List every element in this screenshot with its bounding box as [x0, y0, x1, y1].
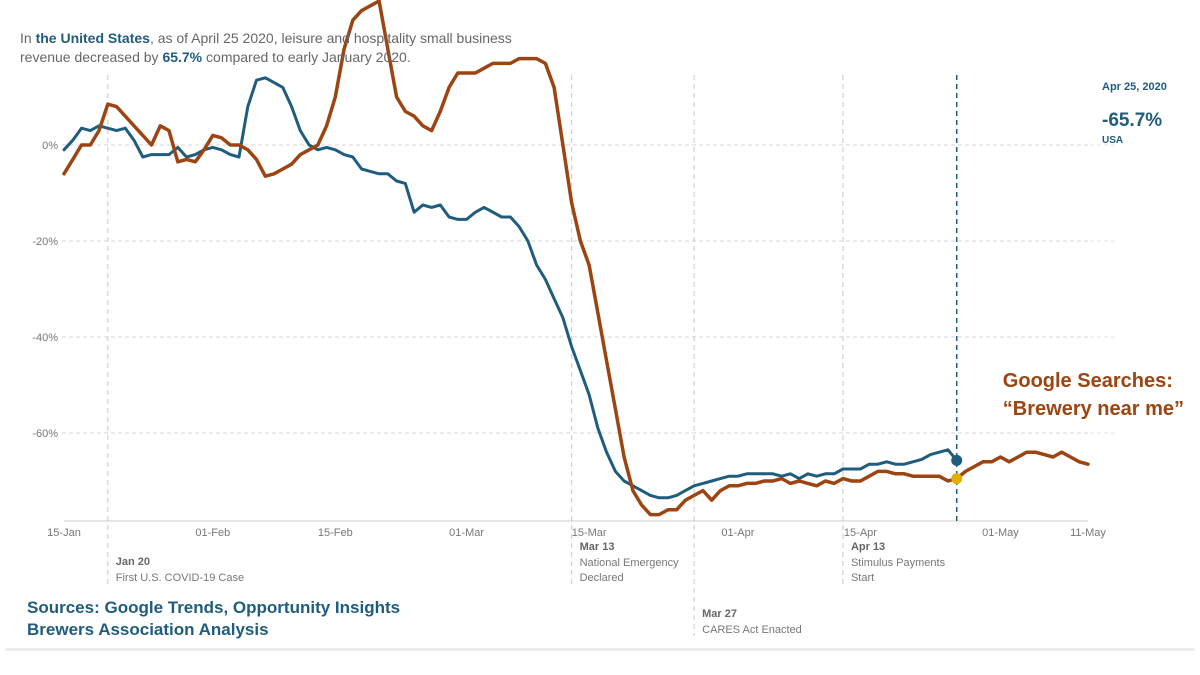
headline-place: the United States — [35, 30, 150, 46]
sources-line2: Brewers Association Analysis — [27, 620, 269, 639]
event-label-line: Start — [851, 572, 874, 584]
sources-note: Sources: Google Trends, Opportunity Insi… — [27, 597, 400, 641]
x-tick-label: 01-May — [982, 527, 1019, 539]
event-date-label: Mar 13 — [580, 541, 615, 553]
event-label: First U.S. COVID-19 Case — [116, 572, 244, 584]
searches-marker-dot — [951, 473, 963, 485]
event-date-label: Jan 20 — [116, 556, 150, 568]
event-date-label: Apr 13 — [851, 541, 885, 553]
series-line-revenue — [62, 76, 959, 500]
y-tick-label: -60% — [32, 428, 58, 440]
x-tick-label: 15-Mar — [572, 527, 607, 539]
google-label-line1: Google Searches: — [1002, 370, 1173, 392]
headline-line2-prefix: revenue decreased by — [20, 49, 163, 65]
google-label-line2: “Brewery near me” — [1002, 398, 1184, 420]
y-tick-label: -20% — [32, 236, 58, 248]
bottom-divider — [5, 648, 1195, 651]
revenue-endpoint-dot — [951, 454, 963, 466]
y-tick-label: -40% — [32, 332, 58, 344]
x-tick-label: 15-Apr — [844, 527, 877, 539]
chart-headline: In the United States, as of April 25 202… — [20, 29, 620, 67]
current-region-label: USA — [1102, 135, 1123, 146]
event-label-line: Stimulus Payments — [851, 557, 946, 569]
event-label-line: National Emergency — [580, 557, 680, 569]
event-label: CARES Act Enacted — [702, 624, 802, 636]
event-date-label: Mar 27 — [702, 608, 737, 620]
headline-mid: , as of April 25 2020, leisure and hospi… — [149, 30, 512, 46]
event-label-line: Declared — [580, 572, 624, 584]
current-date-label: Apr 25, 2020 — [1102, 81, 1167, 93]
x-tick-label: 01-Mar — [449, 527, 484, 539]
sources-line1: Sources: Google Trends, Opportunity Insi… — [27, 598, 401, 617]
headline-prefix: In — [20, 30, 36, 46]
x-tick-label: 01-Feb — [195, 527, 230, 539]
x-tick-label: 01-Apr — [721, 527, 754, 539]
current-value-label: -65.7% — [1102, 110, 1162, 131]
google-searches-label: Google Searches: “Brewery near me” — [1003, 367, 1184, 423]
headline-pct: 65.7% — [162, 49, 203, 65]
x-tick-label: 15-Jan — [47, 527, 81, 539]
headline-suffix: compared to early January 2020. — [202, 49, 411, 65]
x-tick-label: 15-Feb — [318, 527, 353, 539]
y-tick-label: 0% — [42, 140, 58, 152]
series-line-searches — [62, 0, 1090, 517]
x-tick-label: 11-May — [1070, 527, 1106, 539]
